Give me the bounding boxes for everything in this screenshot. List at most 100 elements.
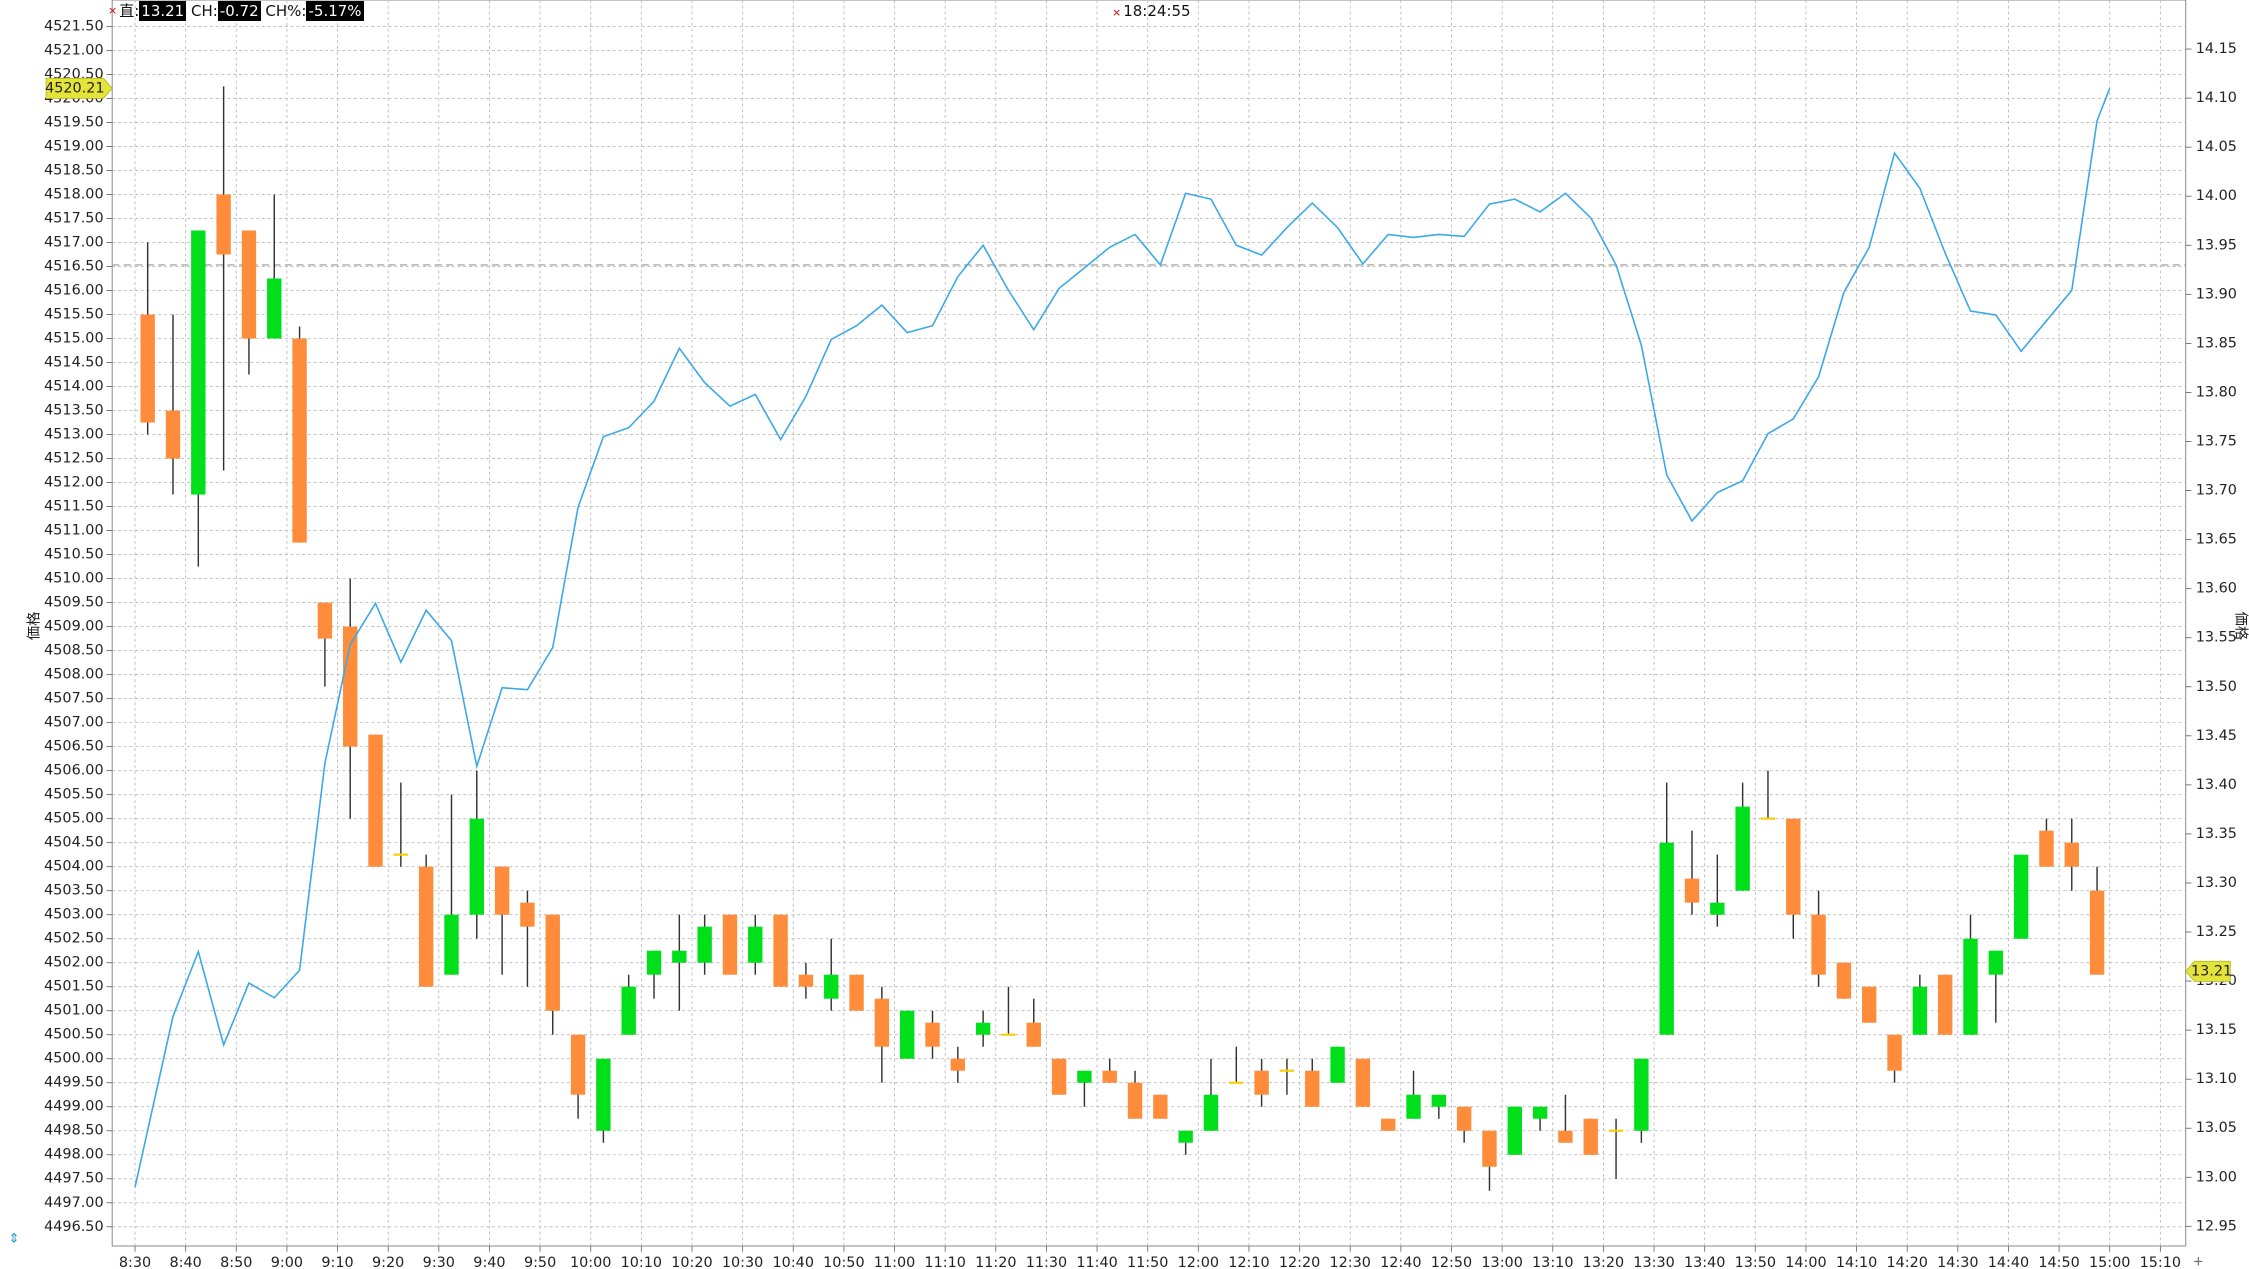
candle-body: [1937, 974, 1953, 1035]
candle-body: [697, 926, 712, 963]
candle-body: [798, 974, 814, 987]
candle-body: [1305, 1070, 1320, 1107]
x-tick-label: 13:20: [1583, 1255, 1624, 1269]
y2-tick-label: 13.65: [2196, 532, 2237, 548]
y-tick-label: 4498.00: [44, 1147, 103, 1163]
x-tick-label: 14:30: [1937, 1255, 1978, 1269]
candle-body: [1507, 1106, 1522, 1155]
candle-body: [267, 278, 282, 339]
candle-body: [1836, 962, 1852, 999]
change-value: -0.72: [217, 1, 261, 21]
candle-body: [1887, 1034, 1902, 1071]
candle-body: [368, 734, 383, 867]
x-tick-label: 11:20: [975, 1255, 1016, 1269]
corner-plus[interactable]: +: [2193, 1254, 2204, 1269]
candle-body: [849, 974, 864, 1011]
candle-body: [748, 926, 763, 963]
y2-tick-label: 14.05: [2196, 139, 2237, 155]
candle-body: [1381, 1118, 1396, 1131]
y-tick-label: 4505.00: [44, 811, 103, 827]
y-tick-label: 4518.00: [44, 186, 103, 202]
candle-body: [1431, 1094, 1447, 1107]
candle-body: [2039, 830, 2054, 867]
y-tick-label: 4512.50: [44, 451, 103, 467]
x-tick-label: 12:30: [1330, 1255, 1371, 1269]
price-marker: [2185, 960, 2231, 982]
y2-tick-label: 13.35: [2196, 826, 2237, 842]
y-tick-label: 4513.50: [44, 403, 103, 419]
x-tick-label: 10:10: [621, 1255, 662, 1269]
y2-tick-label: 13.15: [2196, 1022, 2237, 1038]
y-tick-label: 4521.50: [44, 18, 103, 34]
x-tick-label: 13:40: [1684, 1255, 1725, 1269]
y2-tick-label: 13.25: [2196, 924, 2237, 940]
y-tick-label: 4499.50: [44, 1075, 103, 1091]
x-tick-label: 14:20: [1886, 1255, 1927, 1269]
candle-body: [165, 410, 181, 459]
price-line: [134, 88, 2111, 1188]
x-tick-label: 13:10: [1532, 1255, 1573, 1269]
close-icon[interactable]: ×: [1112, 6, 1122, 19]
candle-body: [545, 914, 560, 1011]
y-tick-label: 4514.00: [44, 379, 103, 395]
x-tick-label: 10:00: [570, 1255, 611, 1269]
candle-body: [1532, 1106, 1548, 1119]
y2-tick-label: 14.00: [2196, 188, 2237, 204]
candle-body: [722, 914, 738, 975]
x-tick-label: 11:50: [1127, 1255, 1168, 1269]
candle-body: [874, 998, 890, 1047]
x-tick-label: 10:20: [671, 1255, 712, 1269]
x-tick-label: 11:40: [1076, 1255, 1117, 1269]
x-tick-label: 8:40: [170, 1255, 202, 1269]
x-tick-label: 10:50: [823, 1255, 864, 1269]
x-tick-label: 9:20: [372, 1255, 404, 1269]
candle-body: [1862, 986, 1877, 1023]
candle-body: [444, 914, 459, 975]
candle-body: [2089, 890, 2105, 975]
y2-tick-label: 13.45: [2196, 728, 2237, 744]
y2-tick-label: 14.10: [2196, 90, 2237, 106]
candle-body: [1558, 1130, 1573, 1143]
y2-tick-label: 13.00: [2196, 1169, 2237, 1185]
y-tick-label: 4502.50: [44, 931, 103, 947]
x-tick-label: 12:40: [1380, 1255, 1421, 1269]
x-tick-label: 9:50: [524, 1255, 556, 1269]
x-tick-label: 11:10: [924, 1255, 965, 1269]
y-tick-label: 4513.00: [44, 427, 103, 443]
candle-body: [773, 914, 788, 987]
candle-body: [1482, 1130, 1497, 1167]
y2-tick-label: 13.70: [2196, 483, 2237, 499]
y-tick-label: 4509.50: [44, 595, 103, 611]
y-tick-label: 4517.00: [44, 234, 103, 250]
candle-body: [241, 230, 257, 339]
y2-tick-label: 13.75: [2196, 433, 2237, 449]
x-tick-label: 12:10: [1228, 1255, 1269, 1269]
candle-body: [343, 626, 358, 747]
candle-body: [570, 1034, 586, 1095]
price-marker: [45, 77, 113, 99]
candle-body: [520, 902, 535, 927]
x-tick-label: 9:00: [271, 1255, 303, 1269]
candle-body: [292, 338, 307, 543]
candle-body: [1153, 1094, 1168, 1119]
y-tick-label: 4509.00: [44, 619, 103, 635]
y-tick-label: 4499.00: [44, 1099, 103, 1115]
y-tick-label: 4518.50: [44, 162, 103, 178]
corner-icon[interactable]: ⇕: [9, 1231, 20, 1246]
y-tick-label: 4521.00: [44, 42, 103, 58]
price-marker-label: 13.21: [2191, 963, 2232, 979]
y2-tick-label: 13.85: [2196, 335, 2237, 351]
plot-area: [111, 0, 2187, 1247]
x-tick-label: 13:00: [1481, 1255, 1522, 1269]
y2-tick-label: 13.40: [2196, 777, 2237, 793]
candle-body: [494, 866, 510, 915]
y-tick-label: 4507.00: [44, 715, 103, 731]
y2-axis-label: 価格: [2232, 611, 2249, 640]
x-tick-label: 9:10: [321, 1255, 353, 1269]
candle-body: [950, 1058, 966, 1071]
y-tick-label: 4502.00: [44, 955, 103, 971]
y2-tick-label: 13.30: [2196, 875, 2237, 891]
x-tick-label: 14:10: [1836, 1255, 1877, 1269]
close-icon[interactable]: ×: [108, 4, 118, 17]
candle-body: [2013, 854, 2029, 939]
